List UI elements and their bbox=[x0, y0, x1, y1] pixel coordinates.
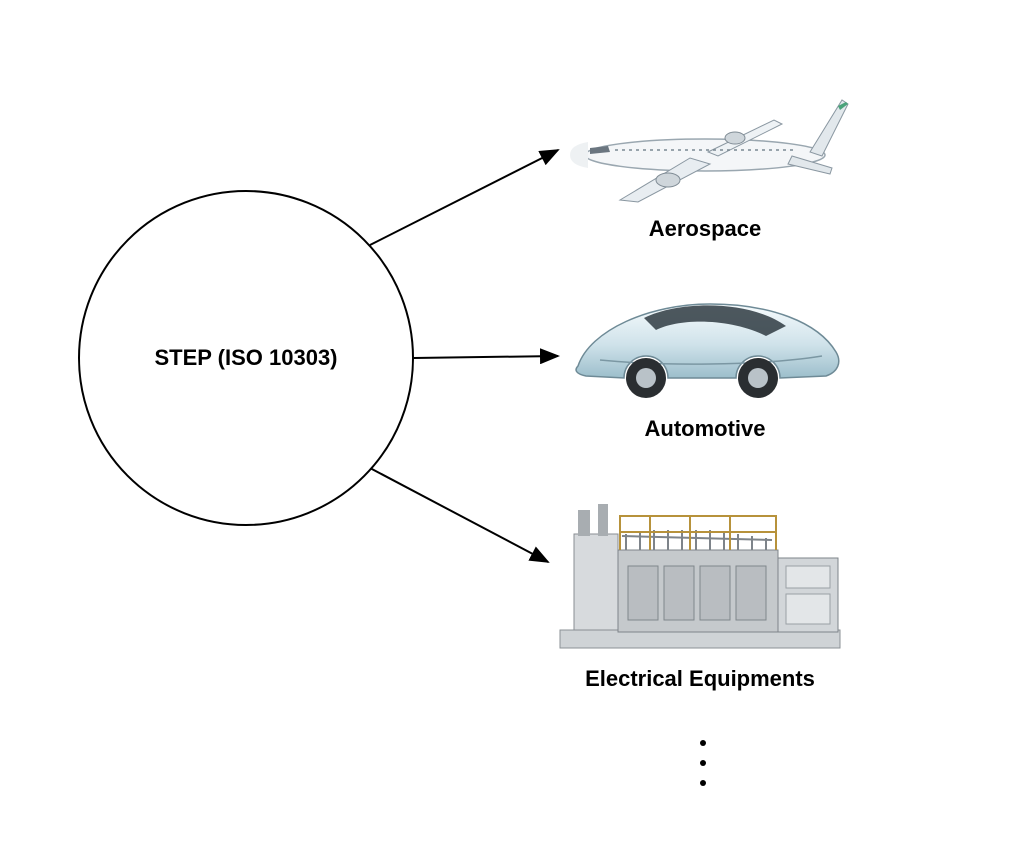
car-icon bbox=[560, 270, 850, 410]
diagram-canvas: STEP (ISO 10303) bbox=[0, 0, 1024, 842]
target-aerospace: Aerospace bbox=[560, 60, 850, 242]
center-node: STEP (ISO 10303) bbox=[78, 190, 414, 526]
target-aerospace-label: Aerospace bbox=[649, 216, 762, 242]
target-automotive-label: Automotive bbox=[645, 416, 766, 442]
machinery-icon bbox=[540, 480, 860, 660]
target-automotive: Automotive bbox=[560, 270, 850, 442]
airplane-icon bbox=[560, 60, 850, 210]
center-node-label: STEP (ISO 10303) bbox=[154, 345, 337, 371]
target-electrical-label: Electrical Equipments bbox=[585, 666, 815, 692]
target-electrical: Electrical Equipments bbox=[540, 480, 860, 692]
ellipsis-continuation bbox=[700, 740, 706, 786]
